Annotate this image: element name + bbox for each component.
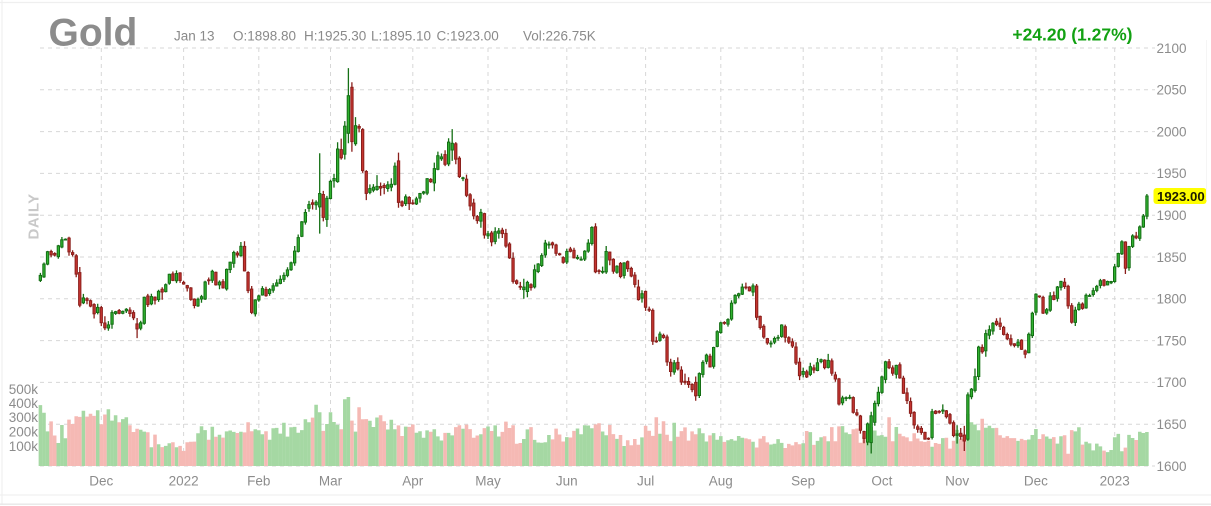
svg-text:Gold: Gold — [49, 12, 138, 55]
svg-text:1600: 1600 — [1157, 459, 1187, 474]
svg-text:2000: 2000 — [1157, 124, 1187, 139]
svg-text:200k: 200k — [9, 425, 39, 440]
svg-text:1750: 1750 — [1157, 333, 1187, 348]
svg-text:2100: 2100 — [1157, 41, 1187, 56]
svg-text:500k: 500k — [9, 382, 39, 397]
svg-text:Apr: Apr — [402, 474, 424, 489]
svg-text:1923.00: 1923.00 — [1157, 189, 1205, 204]
svg-text:Dec: Dec — [1024, 474, 1048, 489]
svg-text:C:1923.00: C:1923.00 — [437, 29, 499, 44]
svg-text:100k: 100k — [9, 439, 39, 454]
svg-text:O:1898.80: O:1898.80 — [233, 29, 296, 44]
svg-text:Mar: Mar — [319, 474, 343, 489]
svg-text:Jul: Jul — [637, 474, 654, 489]
svg-text:Jan 13: Jan 13 — [174, 29, 215, 44]
svg-text:Jun: Jun — [556, 474, 578, 489]
svg-text:Dec: Dec — [89, 474, 113, 489]
svg-text:2022: 2022 — [169, 474, 199, 489]
svg-text:2023: 2023 — [1100, 474, 1130, 489]
svg-text:Vol:226.75K: Vol:226.75K — [523, 29, 596, 44]
svg-text:Feb: Feb — [247, 474, 270, 489]
svg-text:2050: 2050 — [1157, 83, 1187, 98]
svg-text:1900: 1900 — [1157, 208, 1187, 223]
svg-text:L:1895.10: L:1895.10 — [371, 29, 431, 44]
svg-text:400k: 400k — [9, 396, 39, 411]
svg-text:Aug: Aug — [709, 474, 733, 489]
svg-text:1800: 1800 — [1157, 292, 1187, 307]
svg-text:300k: 300k — [9, 410, 39, 425]
svg-text:1700: 1700 — [1157, 375, 1187, 390]
svg-text:Nov: Nov — [945, 474, 969, 489]
svg-text:1950: 1950 — [1157, 166, 1187, 181]
svg-text:Sep: Sep — [791, 474, 815, 489]
svg-text:May: May — [475, 474, 501, 489]
svg-text:Oct: Oct — [871, 474, 892, 489]
svg-text:+24.20 (1.27%): +24.20 (1.27%) — [1012, 25, 1132, 45]
svg-text:DAILY: DAILY — [26, 193, 43, 239]
svg-text:1650: 1650 — [1157, 417, 1187, 432]
svg-text:H:1925.30: H:1925.30 — [304, 29, 366, 44]
svg-text:1850: 1850 — [1157, 250, 1187, 265]
